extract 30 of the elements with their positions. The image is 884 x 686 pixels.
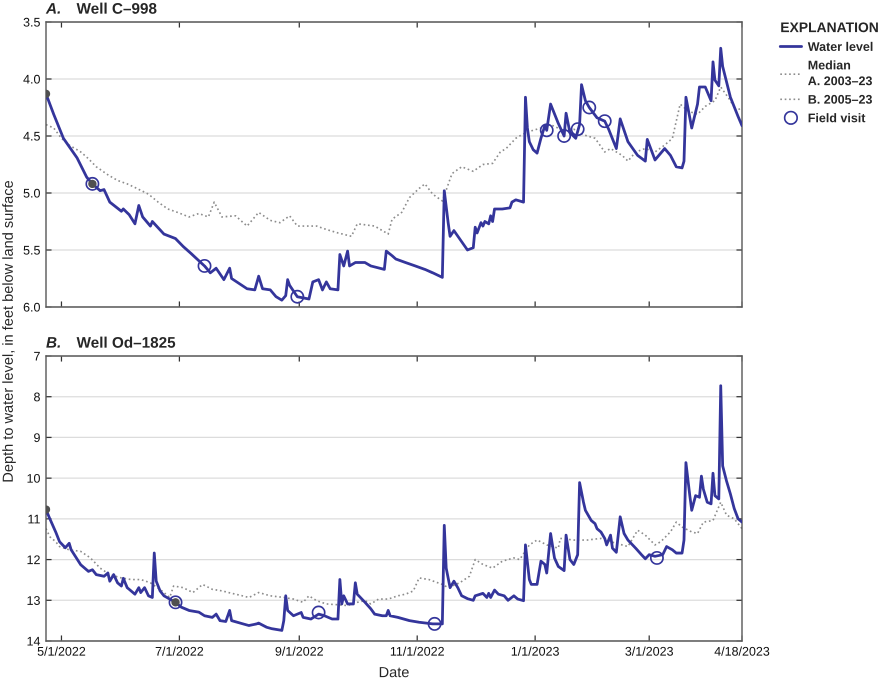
x-tick-label: 7/1/2022 (156, 646, 204, 656)
x-tick-label: 3/1/2023 (625, 646, 673, 656)
y-tick-label: 3.5 (24, 18, 40, 27)
legend-label: Water level (808, 42, 872, 52)
y-tick-label: 5.5 (24, 246, 40, 255)
y-tick-label: 8 (34, 392, 40, 402)
x-axis-title: Date (380, 667, 409, 678)
x-tick-label: 4/18/2023 (714, 646, 770, 656)
x-tick-label: 9/1/2022 (276, 646, 323, 656)
x-tick-label: 5/1/2022 (38, 646, 86, 656)
y-tick-label: 6.0 (24, 302, 40, 312)
y-tick-label: 7 (34, 352, 40, 361)
legend-label: Field visit (808, 113, 866, 122)
x-tick-label: 1/1/2023 (512, 646, 559, 656)
chart-title: A. Well C–998 (46, 2, 156, 14)
y-tick-label: 10 (27, 474, 40, 483)
y-tick-label: 5.0 (24, 188, 40, 198)
y-tick-label: 13 (27, 596, 40, 605)
x-tick-label: 11/1/2022 (390, 646, 444, 656)
chart-title: B. Well Od–1825 (46, 336, 176, 348)
y-tick-label: 4.0 (23, 74, 40, 84)
y-tick-label: 11 (28, 514, 40, 524)
text: B. 2005–23 (808, 94, 872, 104)
y-axis-title: Depth to water level, in feet below land surface (2, 180, 16, 482)
legend-title: EXPLANATION (781, 22, 878, 32)
y-tick-label: 12 (27, 555, 40, 564)
y-tick-label: 4.5 (23, 132, 40, 141)
y-tick-label: 9 (34, 433, 40, 442)
legend-label: Median A. 2003–23 (808, 60, 872, 86)
y-tick-label: 14 (27, 636, 40, 646)
